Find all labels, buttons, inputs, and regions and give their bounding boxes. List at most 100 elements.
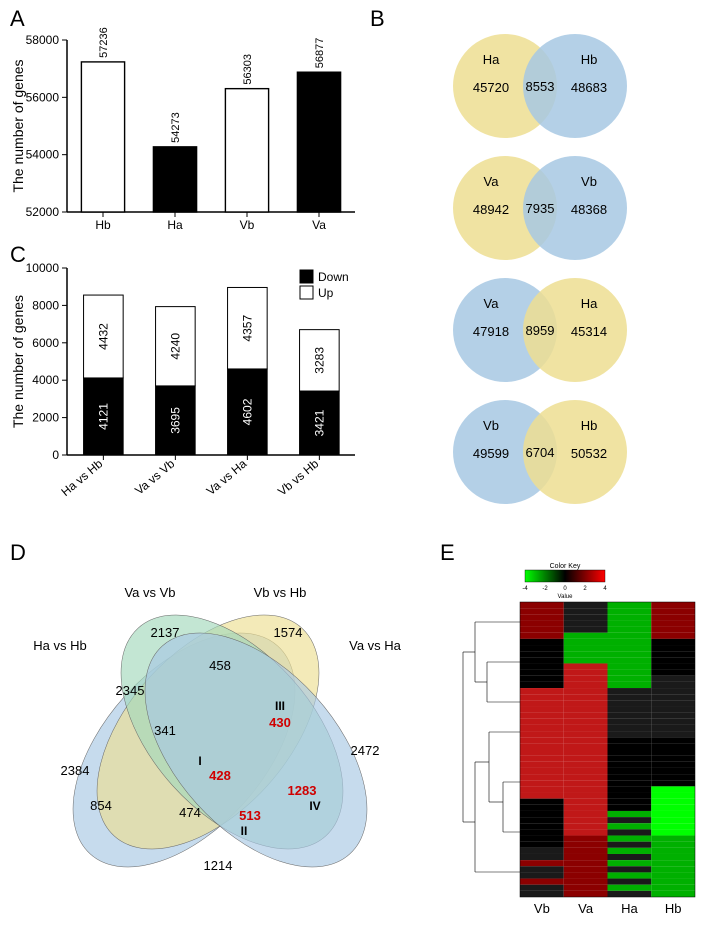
svg-text:8000: 8000 (32, 298, 59, 312)
heatmap-cell (608, 725, 652, 731)
heatmap-cell (564, 620, 608, 626)
heatmap-cell (651, 700, 695, 706)
venn-right-label: Ha (581, 296, 598, 311)
heatmap-cell (520, 688, 564, 694)
heatmap-cell (520, 602, 564, 608)
heatmap-cell (564, 799, 608, 805)
heatmap-cell (651, 719, 695, 725)
heatmap-cell (608, 676, 652, 682)
heatmap-cell (651, 793, 695, 799)
heatmap-cell (520, 731, 564, 737)
venn4-value: 2384 (61, 763, 90, 778)
heatmap-cell (651, 805, 695, 811)
bar-down-value: 4602 (240, 398, 254, 425)
heatmap-col-label: Ha (621, 901, 638, 916)
heatmap-cell (520, 786, 564, 792)
panel-b-venn: HaHb45720486838553VaVb48942483687935VaHa… (370, 20, 705, 525)
heatmap-cell (608, 891, 652, 897)
bar-up-value: 4357 (240, 315, 254, 342)
heatmap-cell (520, 817, 564, 823)
heatmap-cell (520, 823, 564, 829)
heatmap-cell (520, 620, 564, 626)
venn4-label: Va vs Ha (349, 638, 402, 653)
heatmap-cell (564, 848, 608, 854)
heatmap-cell (651, 829, 695, 835)
heatmap-cell (564, 829, 608, 835)
venn-mid-val: 7935 (526, 201, 555, 216)
heatmap-cell (651, 842, 695, 848)
heatmap-cell (608, 786, 652, 792)
x-tick-label: Vb vs Hb (275, 456, 322, 498)
heatmap-cell (520, 848, 564, 854)
heatmap-cell (651, 731, 695, 737)
heatmap-cell (651, 799, 695, 805)
colorkey-tick: 2 (583, 586, 587, 592)
heatmap-cell (608, 719, 652, 725)
heatmap-cell (608, 743, 652, 749)
heatmap-cell (564, 836, 608, 842)
heatmap-cell (564, 670, 608, 676)
heatmap-cell (520, 663, 564, 669)
heatmap-cell (520, 627, 564, 633)
venn4-label: Vb vs Hb (254, 585, 307, 600)
venn4-value: 2472 (351, 743, 380, 758)
heatmap-cell (651, 663, 695, 669)
heatmap-cell (651, 854, 695, 860)
venn-right-label: Hb (581, 418, 598, 433)
heatmap-cell (520, 793, 564, 799)
roman-iii: III (275, 699, 285, 713)
heatmap-cell (608, 682, 652, 688)
venn4-value: 474 (179, 805, 201, 820)
heatmap-cell (608, 602, 652, 608)
heatmap-cell (651, 725, 695, 731)
x-tick-label: Hb (95, 218, 111, 232)
heatmap-cell (608, 706, 652, 712)
heatmap-cell (564, 743, 608, 749)
heatmap-cell (520, 891, 564, 897)
bar-up-value: 4432 (96, 323, 110, 350)
roman-iv: IV (309, 799, 320, 813)
svg-text:52000: 52000 (26, 205, 60, 219)
heatmap-cell (520, 780, 564, 786)
heatmap-cell (608, 639, 652, 645)
venn-mid-val: 8553 (526, 79, 555, 94)
heatmap-col-label: Hb (665, 901, 682, 916)
venn-mid-val: 8959 (526, 323, 555, 338)
venn-right-val: 48683 (571, 80, 607, 95)
heatmap-cell (651, 866, 695, 872)
heatmap-cell (564, 805, 608, 811)
heatmap-cell (608, 780, 652, 786)
heatmap-cell (608, 866, 652, 872)
heatmap-cell (651, 780, 695, 786)
venn-right-val: 45314 (571, 324, 607, 339)
bar-value: 56303 (242, 54, 254, 85)
heatmap-cell (651, 670, 695, 676)
heatmap-cell (564, 657, 608, 663)
heatmap-cell (520, 836, 564, 842)
heatmap-cell (564, 682, 608, 688)
heatmap-cell (520, 682, 564, 688)
heatmap-cell (651, 645, 695, 651)
heatmap-cell (651, 657, 695, 663)
heatmap-cell (564, 719, 608, 725)
heatmap-cell (520, 762, 564, 768)
heatmap-cell (564, 891, 608, 897)
heatmap-cell (520, 885, 564, 891)
heatmap-cell (564, 860, 608, 866)
legend-swatch-down (300, 270, 313, 283)
venn-right-label: Hb (581, 52, 598, 67)
heatmap-cell (651, 688, 695, 694)
heatmap-cell (651, 633, 695, 639)
venn4-value: 428 (209, 768, 231, 783)
venn4-value: 341 (154, 723, 176, 738)
venn4-label: Va vs Vb (124, 585, 175, 600)
x-tick-label: Vb (240, 218, 255, 232)
x-tick-label: Ha (167, 218, 183, 232)
heatmap-cell (520, 774, 564, 780)
heatmap-cell (608, 645, 652, 651)
heatmap-cell (608, 688, 652, 694)
bar-down-value: 4121 (96, 403, 110, 430)
bar-up-value: 3283 (312, 347, 326, 374)
heatmap-cell (520, 608, 564, 614)
venn-mid-val: 6704 (526, 445, 555, 460)
